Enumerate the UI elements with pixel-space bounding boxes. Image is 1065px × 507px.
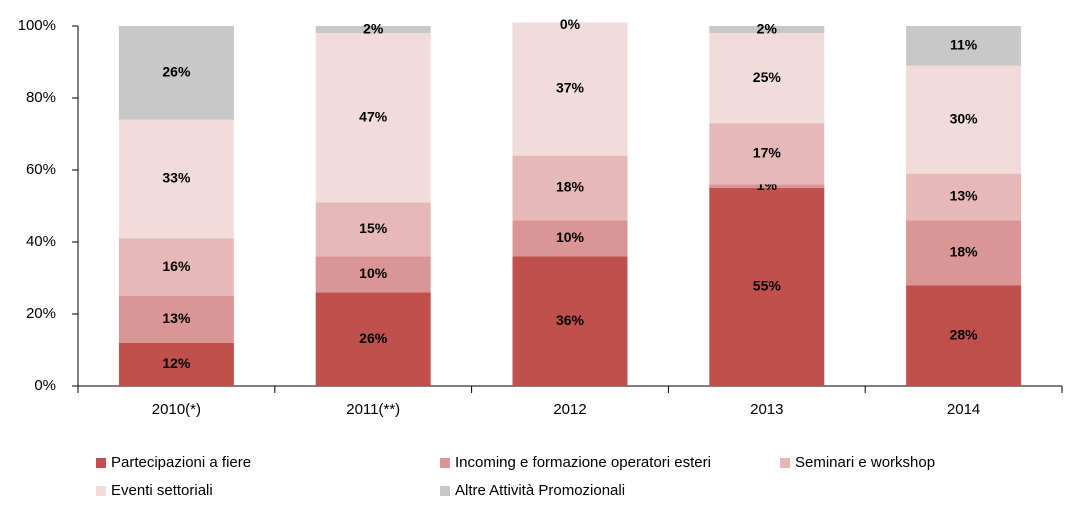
y-tick-label: 0% <box>34 377 56 394</box>
legend-label: Seminari e workshop <box>795 454 935 471</box>
bar-segment <box>118 238 234 296</box>
bar-segment <box>118 342 234 386</box>
data-label: 2% <box>363 20 384 36</box>
bar-segment <box>709 184 825 188</box>
bar-segment <box>906 285 1022 386</box>
legend-swatch <box>96 486 106 496</box>
legend-swatch <box>96 458 106 468</box>
data-label: 26% <box>359 330 388 346</box>
data-label: 16% <box>162 258 191 274</box>
legend-swatch <box>440 486 450 496</box>
data-label: 25% <box>753 69 782 85</box>
bar-segment <box>512 22 628 156</box>
data-label: 12% <box>162 355 191 371</box>
bar-segment <box>315 202 431 257</box>
bar-segment <box>709 33 825 124</box>
bar-segment <box>512 155 628 221</box>
y-tick-label: 60% <box>26 161 56 178</box>
bar-segment <box>709 188 825 386</box>
legend-swatch <box>780 458 790 468</box>
bar-segment <box>709 123 825 185</box>
bar-segment <box>315 292 431 386</box>
bar-segment <box>315 33 431 203</box>
data-label: 18% <box>556 179 585 195</box>
data-label: 26% <box>162 64 191 80</box>
data-label: 0% <box>560 16 581 32</box>
data-label: 55% <box>753 278 782 294</box>
bar-segment <box>315 26 431 34</box>
legend-swatch <box>440 458 450 468</box>
data-label: 10% <box>556 229 585 245</box>
data-label: 30% <box>950 110 979 126</box>
data-label: 11% <box>950 37 978 53</box>
y-tick-label: 100% <box>18 17 56 34</box>
data-label: 28% <box>950 326 979 342</box>
data-label: 13% <box>950 188 979 204</box>
y-tick-label: 40% <box>26 233 56 250</box>
bar-segment <box>906 65 1022 174</box>
bar-segment <box>512 220 628 257</box>
x-tick-label: 2012 <box>553 401 586 418</box>
data-label: 37% <box>556 80 585 96</box>
bar-segment <box>118 26 234 120</box>
data-label: 10% <box>359 265 388 281</box>
data-label: 33% <box>162 170 191 186</box>
x-tick-label: 2014 <box>947 401 980 418</box>
legend-label: Partecipazioni a fiere <box>111 454 251 471</box>
legend-label: Eventi settoriali <box>111 482 213 499</box>
bar-segment <box>709 26 825 34</box>
data-label: 17% <box>753 145 782 161</box>
bar-segment <box>906 220 1022 286</box>
legend-label: Altre Attività Promozionali <box>455 482 625 499</box>
bar-segment <box>906 173 1022 221</box>
y-tick-label: 20% <box>26 305 56 322</box>
data-label: 47% <box>359 109 388 125</box>
data-label: 18% <box>950 244 979 260</box>
data-label: 2% <box>757 20 778 36</box>
bar-segment <box>315 256 431 293</box>
data-label: 36% <box>556 312 585 328</box>
x-tick-label: 2010(*) <box>152 401 201 418</box>
y-tick-label: 80% <box>26 89 56 106</box>
data-label: 15% <box>359 220 388 236</box>
bar-segment <box>512 256 628 386</box>
x-tick-label: 2013 <box>750 401 783 418</box>
bar-segment <box>118 296 234 343</box>
legend-label: Incoming e formazione operatori esteri <box>455 454 711 471</box>
bar-segment <box>906 26 1022 66</box>
bar-segment <box>118 119 234 239</box>
data-label: 13% <box>162 310 191 326</box>
x-tick-label: 2011(**) <box>346 401 400 418</box>
